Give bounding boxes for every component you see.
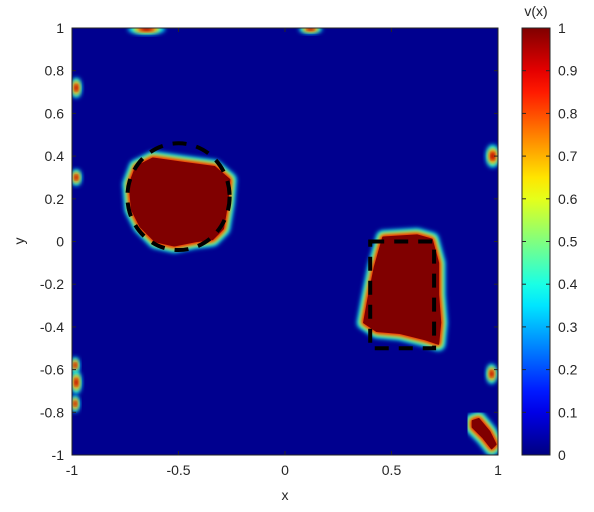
heat-spot-4 xyxy=(72,168,82,186)
colorbar-tick-label: 1 xyxy=(558,20,566,36)
colorbar-tick-label: 0.8 xyxy=(558,105,578,121)
dashed-ellipse-outline xyxy=(125,141,232,253)
spot-7-ring-4 xyxy=(73,363,77,368)
heat-spot-1 xyxy=(127,28,166,35)
x-axis: -1 -0.5 0 0.5 1 xyxy=(66,28,502,478)
colorbar-tick-label: 0.7 xyxy=(558,148,578,164)
y-axis: -1 -0.8 -0.6 -0.4 -0.2 0 0.2 0.4 0.6 0.8 1 xyxy=(40,20,498,463)
heat-spot-8 xyxy=(72,370,82,395)
x-tick-label: -1 xyxy=(66,462,79,478)
spot-2-ring-4 xyxy=(307,28,314,31)
y-tick-label: 0.8 xyxy=(45,63,65,79)
colorbar-tick-label: 0 xyxy=(558,447,566,463)
y-tick-label: 0.2 xyxy=(45,191,65,207)
x-axis-label: x xyxy=(282,487,289,503)
x-tick-label: 0.5 xyxy=(382,462,402,478)
colorbar-tick-label: 0.3 xyxy=(558,319,578,335)
y-tick-label: 0.4 xyxy=(45,148,65,164)
heat-spot-9 xyxy=(72,395,80,413)
colorbar-ticks: 0 0.1 0.2 0.3 0.4 0.5 0.6 0.7 0.8 0.9 1 xyxy=(522,20,578,463)
x-tick-label: 0 xyxy=(281,462,289,478)
region-1-core xyxy=(128,157,231,247)
heat-region-3 xyxy=(465,411,498,455)
y-tick-label: -0.8 xyxy=(40,404,64,420)
heat-spot-6 xyxy=(486,363,498,385)
colorbar-tick-label: 0.1 xyxy=(558,404,578,420)
spot-6-ring-4 xyxy=(490,371,494,377)
y-tick-label: 0.6 xyxy=(45,105,65,121)
colorbar-tick-label: 0.4 xyxy=(558,276,578,292)
region-2-core xyxy=(363,234,442,345)
heat-layer xyxy=(72,28,498,455)
colorbar: v(x) 0 0.1 0.2 0.3 0.4 0.5 0.6 0.7 0.8 0.9 1 xyxy=(521,3,578,463)
y-tick-label: 0 xyxy=(56,234,64,250)
x-tick-label: 1 xyxy=(494,462,502,478)
colorbar-title: v(x) xyxy=(524,3,547,19)
heat-region-1 xyxy=(122,151,237,253)
heat-spot-3 xyxy=(72,77,82,99)
colorbar-gradient xyxy=(521,27,551,456)
region-3-core xyxy=(471,417,497,450)
x-tick-label: -0.5 xyxy=(166,462,190,478)
y-axis-label: y xyxy=(11,238,27,245)
colorbar-tick-label: 0.6 xyxy=(558,191,578,207)
heatmap-plot: -1 -0.5 0 0.5 1 -1 -0.8 -0.6 -0.4 -0.2 0 0.2 0.4 0.6… xyxy=(11,20,502,503)
colorbar-tick-label: 0.5 xyxy=(558,234,578,250)
heat-region-2 xyxy=(356,228,448,351)
y-tick-label: 1 xyxy=(56,20,64,36)
spot-3-ring-4 xyxy=(74,84,78,91)
dashed-rectangle-outline xyxy=(368,239,437,351)
spot-4-ring-4 xyxy=(74,175,78,180)
outline-layer xyxy=(125,141,437,351)
spot-9-ring-4 xyxy=(73,401,77,407)
heat-spot-2 xyxy=(298,28,323,34)
y-tick-label: -1 xyxy=(52,447,65,463)
heat-spot-5 xyxy=(485,144,498,168)
y-tick-label: -0.6 xyxy=(40,362,64,378)
y-tick-label: -0.2 xyxy=(40,276,64,292)
y-tick-label: -0.4 xyxy=(40,319,64,335)
spot-1-ring-4 xyxy=(141,28,152,31)
colorbar-tick-label: 0.2 xyxy=(558,362,578,378)
spot-5-ring-4 xyxy=(490,152,495,160)
spot-8-ring-4 xyxy=(74,379,78,386)
colorbar-tick-label: 0.9 xyxy=(558,63,578,79)
